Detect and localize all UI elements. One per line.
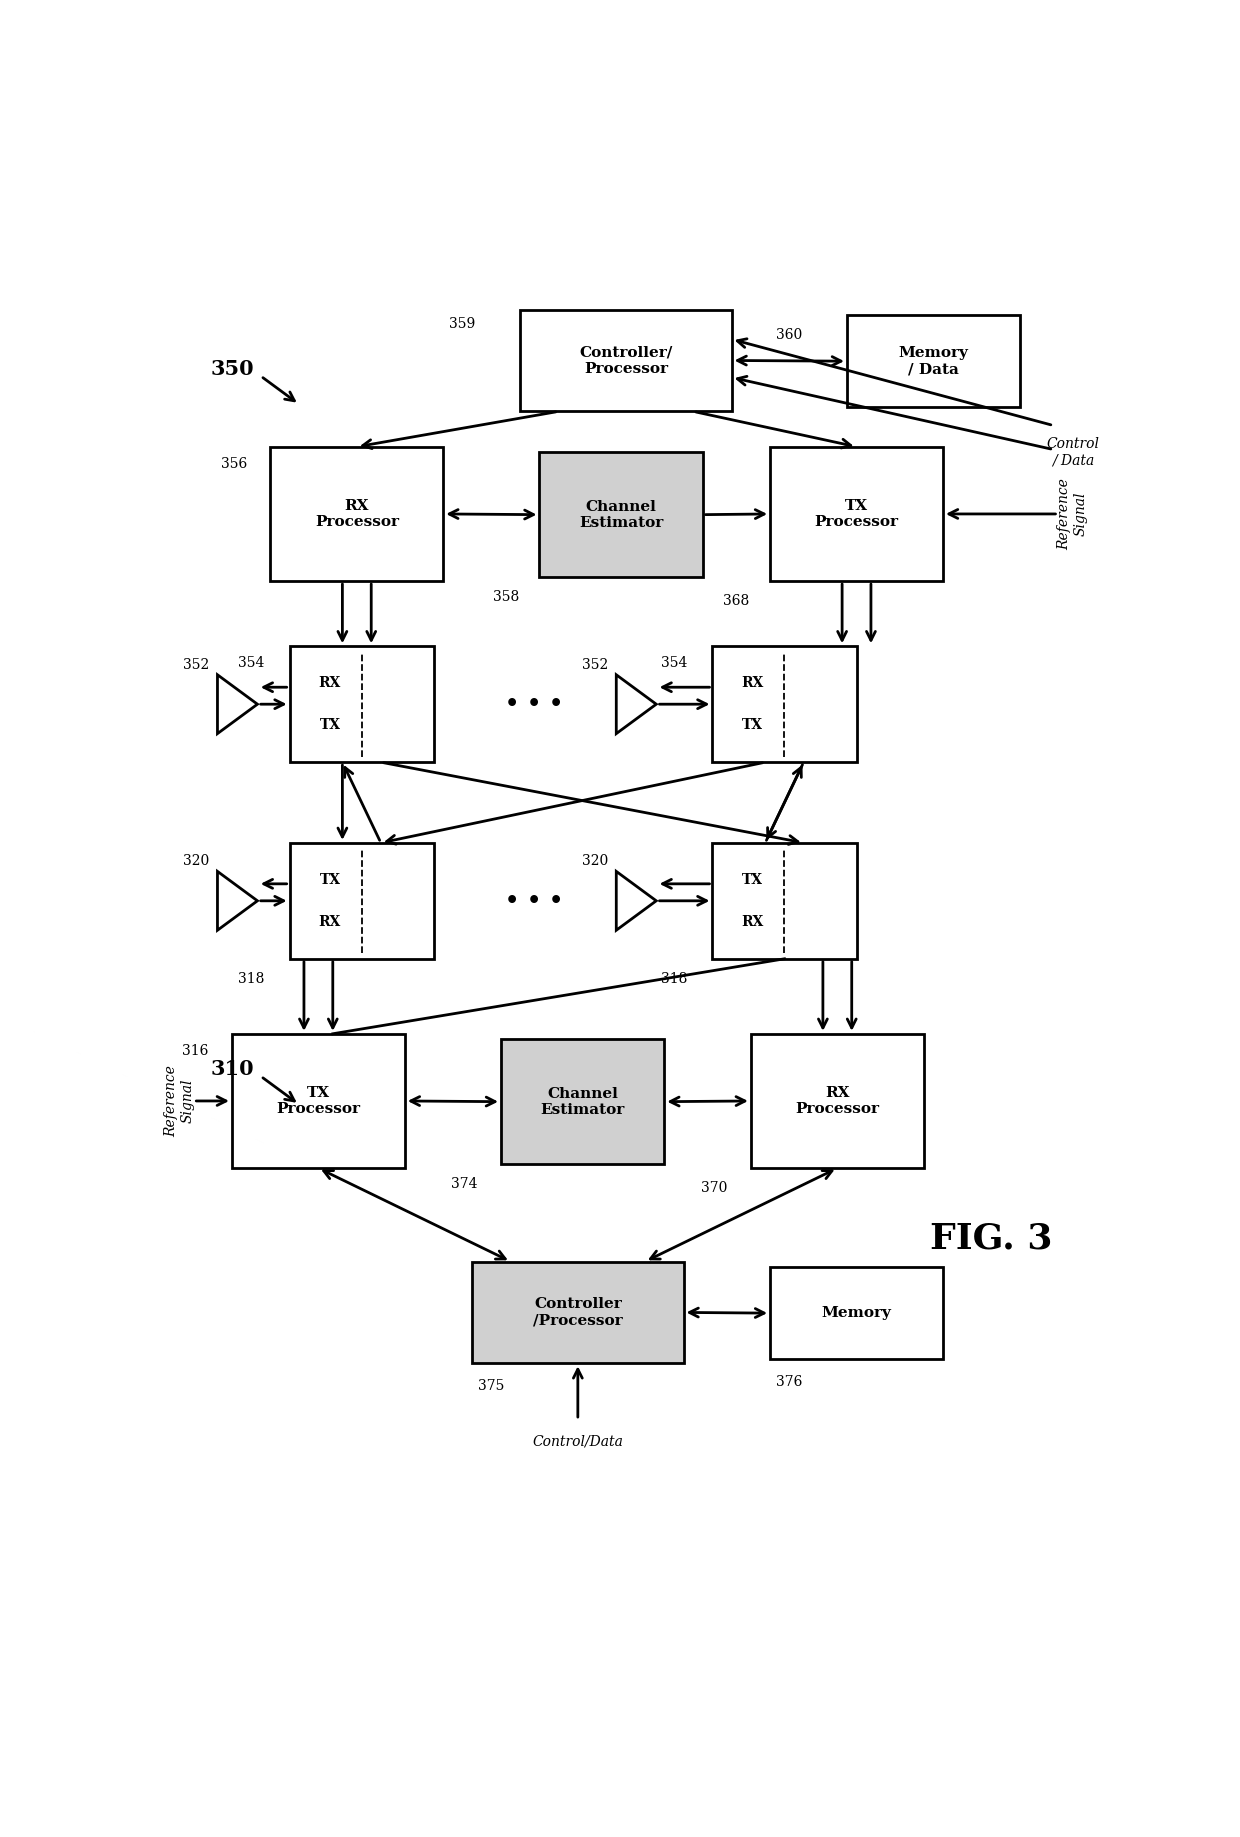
Text: TX: TX bbox=[320, 718, 341, 733]
Text: 354: 354 bbox=[661, 656, 687, 671]
Text: Channel
Estimator: Channel Estimator bbox=[579, 500, 663, 529]
Bar bbox=[539, 452, 703, 577]
Bar bbox=[712, 843, 857, 959]
Bar bbox=[290, 647, 434, 762]
Text: RX: RX bbox=[742, 676, 764, 691]
Text: 320: 320 bbox=[184, 854, 210, 869]
Text: 374: 374 bbox=[451, 1178, 477, 1190]
Text: Memory: Memory bbox=[822, 1306, 892, 1321]
Text: Reference
Signal: Reference Signal bbox=[1058, 478, 1087, 549]
Text: TX
Processor: TX Processor bbox=[815, 500, 899, 529]
Text: 376: 376 bbox=[776, 1374, 802, 1389]
Text: RX: RX bbox=[319, 915, 341, 930]
Bar bbox=[712, 647, 857, 762]
Text: 350: 350 bbox=[210, 358, 254, 378]
Text: 360: 360 bbox=[776, 329, 802, 342]
Text: 316: 316 bbox=[182, 1043, 208, 1058]
Text: 318: 318 bbox=[238, 972, 264, 986]
Text: Channel
Estimator: Channel Estimator bbox=[541, 1086, 625, 1117]
Text: 354: 354 bbox=[238, 656, 264, 671]
Text: 368: 368 bbox=[723, 593, 749, 608]
Bar bbox=[770, 446, 942, 580]
Bar bbox=[290, 843, 434, 959]
Text: TX
Processor: TX Processor bbox=[277, 1086, 361, 1117]
Text: FIG. 3: FIG. 3 bbox=[930, 1222, 1053, 1257]
Text: 318: 318 bbox=[661, 972, 687, 986]
Bar bbox=[270, 446, 444, 580]
Text: 359: 359 bbox=[449, 316, 476, 331]
Bar bbox=[770, 1268, 942, 1359]
Text: 352: 352 bbox=[184, 658, 210, 672]
Bar bbox=[521, 310, 732, 411]
Text: TX: TX bbox=[320, 873, 341, 887]
Text: • • •: • • • bbox=[506, 693, 564, 715]
Text: RX
Processor: RX Processor bbox=[795, 1086, 879, 1117]
Text: 320: 320 bbox=[582, 854, 609, 869]
Bar bbox=[847, 316, 1019, 408]
Text: 310: 310 bbox=[210, 1060, 254, 1078]
Bar bbox=[501, 1040, 665, 1165]
Text: 375: 375 bbox=[479, 1380, 505, 1392]
Text: Memory
/ Data: Memory / Data bbox=[899, 345, 968, 377]
Text: TX: TX bbox=[743, 873, 764, 887]
Text: TX: TX bbox=[743, 718, 764, 733]
Text: Control/Data: Control/Data bbox=[532, 1435, 624, 1448]
Text: 352: 352 bbox=[582, 658, 609, 672]
Bar bbox=[232, 1034, 404, 1168]
Text: Controller/
Processor: Controller/ Processor bbox=[579, 345, 672, 375]
Text: RX
Processor: RX Processor bbox=[315, 500, 399, 529]
Text: 356: 356 bbox=[221, 457, 247, 470]
Text: Control
/ Data: Control / Data bbox=[1047, 437, 1099, 467]
Text: Reference
Signal: Reference Signal bbox=[164, 1065, 195, 1137]
Bar bbox=[751, 1034, 924, 1168]
Text: 358: 358 bbox=[492, 590, 518, 604]
Text: RX: RX bbox=[319, 676, 341, 691]
Text: RX: RX bbox=[742, 915, 764, 930]
Bar bbox=[472, 1262, 683, 1363]
Text: • • •: • • • bbox=[506, 889, 564, 911]
Text: Controller
/Processor: Controller /Processor bbox=[533, 1297, 622, 1328]
Text: 370: 370 bbox=[701, 1181, 728, 1194]
